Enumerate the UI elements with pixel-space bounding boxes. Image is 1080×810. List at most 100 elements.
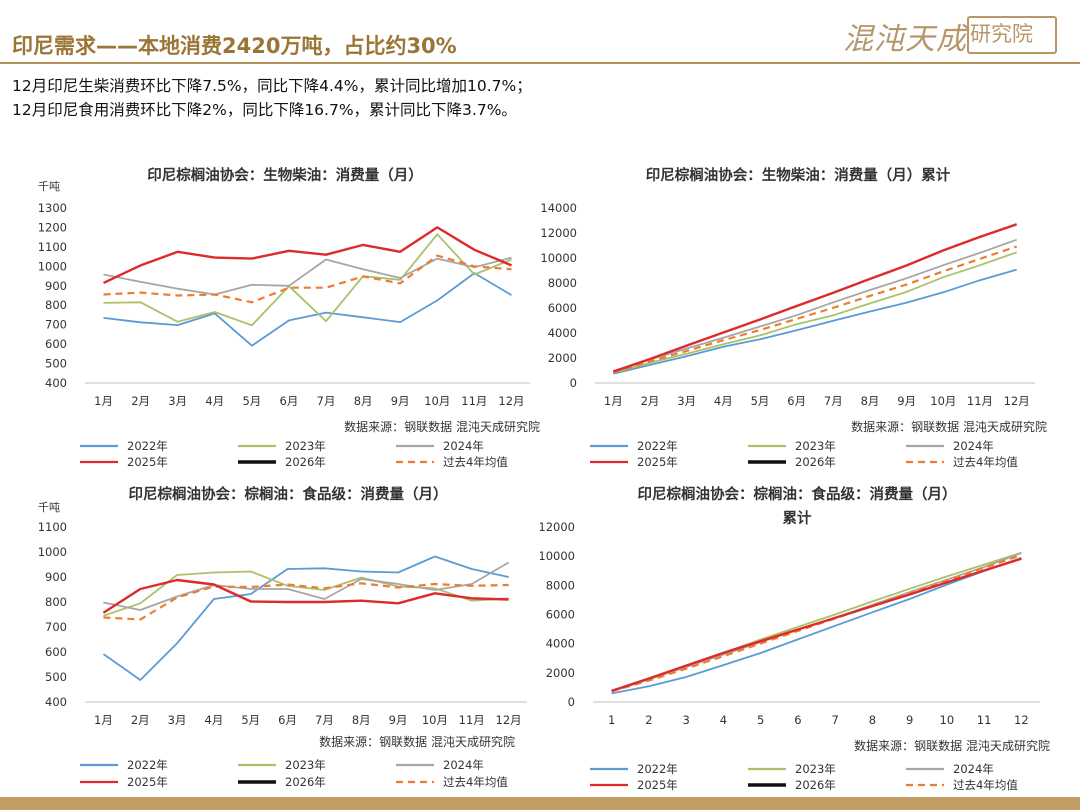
y-tick-label: 0 [568, 695, 575, 709]
x-tick-label: 11月 [967, 394, 993, 408]
y-tick-label: 1300 [38, 201, 67, 215]
chart-title: 印尼棕榈油协会：生物柴油：消费量（月）累计 [646, 166, 951, 184]
legend-label: 2024年 [953, 762, 994, 776]
x-tick-label: 6月 [278, 713, 297, 727]
legend-label: 过去4年均值 [443, 775, 508, 789]
x-tick-label: 4月 [205, 394, 224, 408]
x-tick-label: 4月 [205, 713, 224, 727]
y-tick-label: 400 [45, 376, 67, 390]
y-tick-label: 2000 [546, 666, 575, 680]
x-tick-label: 10月 [422, 713, 448, 727]
legend-label: 过去4年均值 [953, 778, 1018, 792]
x-tick-label: 8月 [861, 394, 880, 408]
series-line-5 [103, 582, 509, 621]
x-tick-label: 6月 [280, 394, 299, 408]
y-tick-label: 1200 [38, 220, 67, 234]
x-tick-label: 3月 [168, 394, 187, 408]
chart-svg: 印尼棕榈油协会：生物柴油：消费量（月）累计 0 2000 4000 6000 8000 10… [540, 166, 1047, 469]
series-line-3 [611, 557, 1022, 693]
logo-main-text: 混沌天成 [843, 22, 967, 57]
x-tick-label: 11 [977, 713, 992, 727]
chart-food-monthly: 印尼棕榈油协会：棕榈油：食品级：消费量（月） 千吨 400 500 600 700 800 9… [30, 476, 550, 796]
x-tick-label: 6月 [787, 394, 806, 408]
y-tick-label: 8000 [546, 578, 575, 592]
legend-label: 2023年 [285, 758, 326, 772]
legend-label: 2022年 [127, 758, 168, 772]
y-tick-label: 12000 [540, 520, 575, 534]
y-tick-label: 12000 [540, 226, 577, 240]
x-tick-label: 3月 [168, 713, 187, 727]
chart-title: 印尼棕榈油协会：生物柴油：消费量（月） [147, 166, 423, 184]
x-tick-label: 10月 [930, 394, 956, 408]
y-tick-label: 6000 [548, 301, 577, 315]
x-tick-label: 11月 [459, 713, 485, 727]
x-tick-label: 5月 [751, 394, 770, 408]
x-tick-label: 5 [757, 713, 764, 727]
series-line-5 [612, 245, 1018, 374]
legend-label: 过去4年均值 [443, 455, 508, 469]
x-tick-label: 1月 [604, 394, 623, 408]
y-tick-label: 10000 [540, 549, 575, 563]
y-tick-label: 800 [45, 595, 67, 609]
legend-label: 2025年 [127, 775, 168, 789]
y-tick-label: 700 [45, 620, 67, 634]
legend-label: 2024年 [443, 439, 484, 453]
x-tick-label: 9 [906, 713, 913, 727]
series-line-5 [103, 254, 512, 304]
legend-label: 2023年 [795, 439, 836, 453]
x-tick-label: 12月 [496, 713, 522, 727]
x-tick-label: 1 [608, 713, 615, 727]
x-tick-label: 5月 [242, 394, 261, 408]
source-note: 数据来源：钢联数据 混沌天成研究院 [344, 419, 540, 434]
x-tick-label: 8月 [354, 394, 373, 408]
x-tick-label: 3月 [677, 394, 696, 408]
y-tick-label: 600 [45, 337, 67, 351]
series-line-0 [103, 272, 512, 347]
legend-label: 2025年 [637, 455, 678, 469]
source-note: 数据来源：钢联数据 混沌天成研究院 [851, 419, 1047, 434]
source-note: 数据来源：钢联数据 混沌天成研究院 [854, 738, 1050, 753]
series-line-3 [102, 578, 509, 614]
chart-title: 印尼棕榈油协会：棕榈油：食品级：消费量（月） [129, 485, 448, 503]
y-tick-label: 4000 [546, 637, 575, 651]
x-tick-label: 7 [831, 713, 838, 727]
title-bar: 印尼需求——本地消费2420万吨，占比约30% 混沌天成 研究院 [0, 0, 1080, 64]
series-line-1 [613, 251, 1017, 374]
page-title: 印尼需求——本地消费2420万吨，占比约30% [12, 34, 457, 58]
chart-svg: 印尼棕榈油协会：棕榈油：食品级：消费量（月） 千吨 400 500 600 700 800 9… [38, 485, 527, 789]
legend-label: 2026年 [285, 775, 326, 789]
chart-title-line2: 累计 [783, 509, 812, 527]
legend-label: 2024年 [953, 439, 994, 453]
series-line-0 [611, 557, 1022, 695]
y-unit-label: 千吨 [38, 501, 60, 514]
x-tick-label: 3 [682, 713, 689, 727]
series-line-3 [612, 223, 1018, 373]
summary-text: 12月印尼生柴消费环比下降7.5%，同比下降4.4%，累计同比增加10.7%； … [12, 74, 532, 122]
series-line-3 [102, 226, 512, 284]
legend-label: 2024年 [443, 758, 484, 772]
x-tick-label: 2月 [641, 394, 660, 408]
x-tick-label: 9月 [391, 394, 410, 408]
y-tick-label: 2000 [548, 351, 577, 365]
x-tick-label: 7月 [317, 394, 336, 408]
footer-bar [0, 797, 1080, 810]
series-line-1 [103, 233, 512, 327]
y-tick-label: 700 [45, 318, 67, 332]
legend-label: 2025年 [127, 455, 168, 469]
legend-label: 2023年 [285, 439, 326, 453]
logo-frame [967, 16, 1057, 54]
legend-label: 2022年 [637, 439, 678, 453]
y-tick-label: 400 [45, 695, 67, 709]
x-tick-label: 7月 [824, 394, 843, 408]
summary-line-food: 12月印尼食用消费环比下降2%，同比下降16.7%，累计同比下降3.7%。 [12, 101, 517, 119]
y-tick-label: 1000 [38, 259, 67, 273]
y-tick-label: 10000 [540, 251, 577, 265]
y-tick-label: 14000 [540, 201, 577, 215]
logo-sub-text: 研究院 [970, 22, 1033, 46]
x-tick-label: 4月 [714, 394, 733, 408]
y-tick-label: 800 [45, 298, 67, 312]
y-tick-label: 1000 [38, 545, 67, 559]
x-tick-label: 10月 [424, 394, 450, 408]
legend-label: 过去4年均值 [953, 455, 1018, 469]
company-logo: 混沌天成 研究院 [843, 12, 1058, 57]
